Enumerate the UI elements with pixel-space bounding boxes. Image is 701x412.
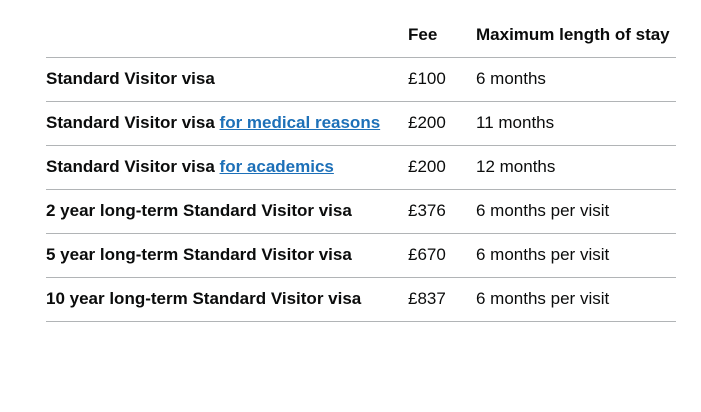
fee: £100 (408, 57, 476, 102)
visa-info-link[interactable]: for academics (219, 157, 334, 176)
visa-type: Standard Visitor visa for medical reason… (46, 101, 408, 146)
max-stay: 6 months per visit (476, 277, 676, 322)
table-row: 10 year long-term Standard Visitor visa £… (46, 277, 676, 322)
fee: £837 (408, 277, 476, 322)
header-fee: Fee (408, 14, 476, 58)
fee: £200 (408, 145, 476, 190)
max-stay: 12 months (476, 145, 676, 190)
visa-type: 10 year long-term Standard Visitor visa (46, 277, 408, 322)
header-visa-type (46, 14, 408, 58)
visa-type: 2 year long-term Standard Visitor visa (46, 189, 408, 234)
table-row: Standard Visitor visa for academics £200 1… (46, 145, 676, 190)
table-row: Standard Visitor visa for medical reason… (46, 101, 676, 146)
table-row: 2 year long-term Standard Visitor visa £3… (46, 189, 676, 234)
header-max-stay: Maximum length of stay (476, 14, 676, 58)
fee: £670 (408, 233, 476, 278)
max-stay: 6 months per visit (476, 233, 676, 278)
max-stay: 6 months per visit (476, 189, 676, 234)
fee: £376 (408, 189, 476, 234)
table-row: Standard Visitor visa £100 6 months (46, 57, 676, 102)
table-row: 5 year long-term Standard Visitor visa £6… (46, 233, 676, 278)
max-stay: 6 months (476, 57, 676, 102)
fee: £200 (408, 101, 476, 146)
visa-info-link[interactable]: for medical reasons (219, 113, 381, 132)
visa-fees-table: Fee Maximum length of stay Standard Visi… (46, 14, 676, 322)
visa-type: Standard Visitor visa for academics (46, 145, 408, 190)
max-stay: 11 months (476, 101, 676, 146)
visa-type: 5 year long-term Standard Visitor visa (46, 233, 408, 278)
visa-type: Standard Visitor visa (46, 57, 408, 102)
table-header-row: Fee Maximum length of stay (46, 14, 676, 58)
